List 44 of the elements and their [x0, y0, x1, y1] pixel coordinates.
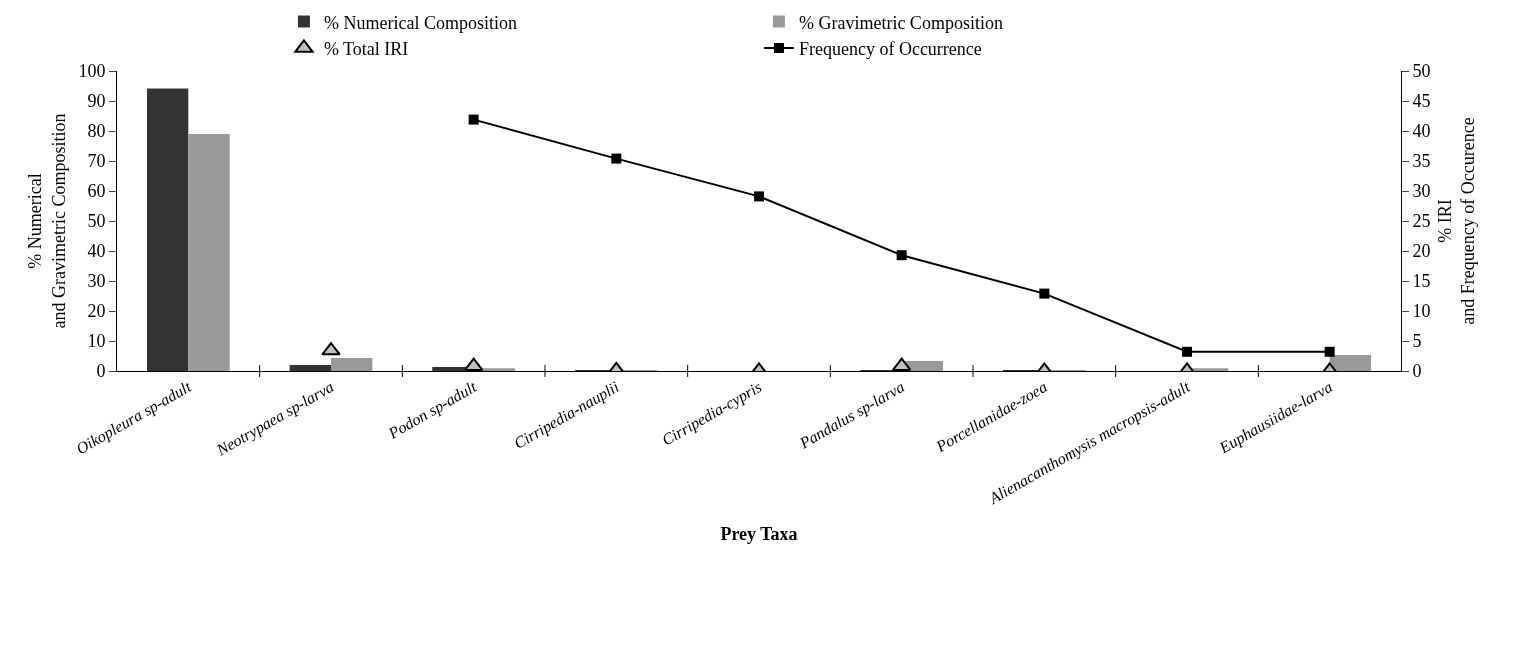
point: [321, 342, 341, 356]
y-axis-title: % Numerical and Gravimetric Composition: [25, 113, 69, 329]
y-tick-label: 50: [87, 211, 106, 232]
y-tick-label: 60: [87, 181, 106, 202]
point: [468, 114, 479, 125]
bar: [331, 358, 373, 371]
point: [611, 153, 622, 164]
point: [1039, 288, 1050, 299]
legend-label: % Total IRI: [323, 38, 409, 59]
legend-label: % Gravimetric Composition: [798, 12, 1003, 33]
y2-tick-label: 25: [1412, 211, 1431, 232]
point: [896, 250, 907, 261]
bar: [188, 134, 230, 371]
bar: [1329, 355, 1372, 371]
y-tick-label: 80: [87, 121, 106, 142]
y2-tick-label: 40: [1412, 121, 1431, 142]
y2-axis-title: % IRI and Frequency of Occurence: [1434, 117, 1479, 325]
y2-tick-label: 35: [1412, 151, 1431, 172]
legend-label: % Numerical Composition: [323, 12, 517, 33]
y-tick-label: 70: [87, 151, 106, 172]
y-tick-label: 90: [87, 91, 106, 112]
y-tick-label: 40: [87, 241, 106, 262]
y-tick-label: 10: [87, 331, 106, 352]
y-tick-label: 30: [87, 271, 106, 292]
bar: [146, 88, 189, 371]
y2-tick-label: 50: [1412, 61, 1431, 82]
point: [892, 357, 912, 371]
y2-tick-label: 15: [1412, 271, 1431, 292]
point: [1182, 346, 1192, 357]
y2-tick-label: 0: [1412, 361, 1422, 382]
y-tick-label: 20: [87, 301, 106, 322]
y-tick-label: 100: [78, 61, 106, 82]
y2-tick-label: 10: [1412, 301, 1431, 322]
bar: [289, 365, 331, 371]
y2-tick-label: 5: [1412, 331, 1422, 352]
x-axis-title: Prey Taxa: [720, 524, 798, 545]
y2-tick-label: 45: [1412, 91, 1431, 112]
y2-tick-label: 20: [1412, 241, 1431, 262]
y2-tick-label: 30: [1412, 181, 1431, 202]
point: [754, 191, 764, 202]
point: [464, 357, 484, 371]
point: [1324, 346, 1335, 357]
y-tick-label: 0: [96, 361, 106, 382]
legend-label: Frequency of Occurrence: [798, 38, 982, 59]
